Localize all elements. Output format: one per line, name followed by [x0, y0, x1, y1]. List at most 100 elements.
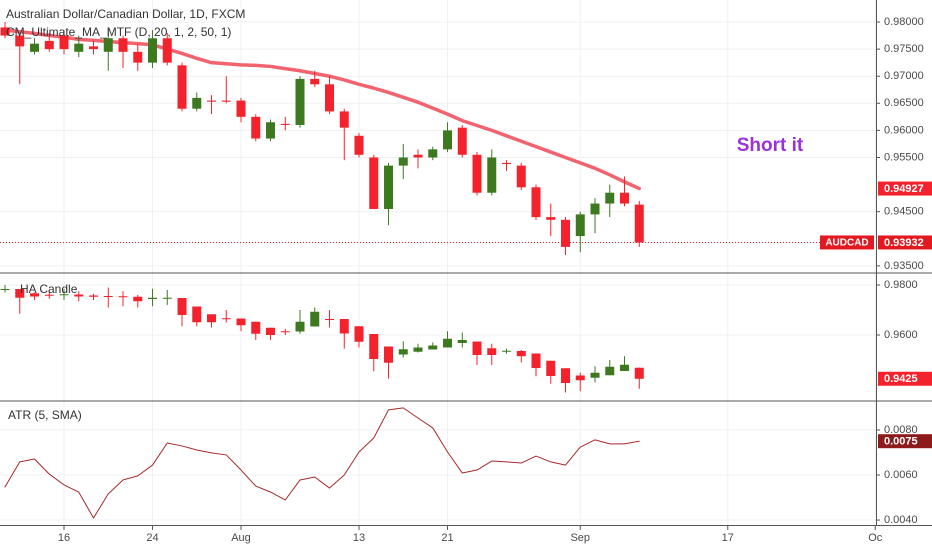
candle-body: [487, 348, 497, 355]
price-tag: [878, 181, 932, 196]
candle-body: [44, 294, 54, 296]
candle-body: [280, 331, 290, 333]
candle-body: [354, 135, 364, 155]
candle-body: [310, 311, 320, 327]
candle-body: [634, 367, 644, 379]
candle-body: [177, 65, 187, 109]
candle-body: [325, 84, 335, 112]
price-tag-label: 0.0075: [884, 436, 918, 448]
pane-title: HA Candle: [20, 282, 78, 296]
candle-body: [546, 217, 556, 220]
candle-body: [369, 334, 379, 359]
candle-body: [310, 78, 320, 85]
candle-body: [148, 38, 158, 63]
indicator-label: CM_Ultimate_MA_MTF (D, 20, 1, 2, 50, 1): [6, 25, 231, 39]
y-tick-label: 0.97500: [884, 43, 924, 55]
candle-body: [634, 204, 644, 243]
price-tag-label: 0.9425: [884, 373, 918, 385]
candle-body: [192, 97, 202, 109]
candle-body: [384, 346, 394, 363]
candle-body: [354, 326, 364, 342]
y-tick-label: 0.94500: [884, 206, 924, 218]
x-tick-label: 16: [58, 532, 70, 544]
candle-body: [251, 321, 261, 334]
candle-body: [266, 327, 276, 335]
candle-body: [15, 35, 25, 47]
y-tick-label: 0.0060: [884, 469, 918, 481]
annotation: Short it: [737, 135, 804, 156]
candle-body: [236, 318, 246, 326]
candle-body: [103, 296, 113, 297]
candle-body: [207, 100, 217, 102]
candle-body: [575, 214, 585, 237]
candle-body: [457, 127, 467, 155]
candle-body: [339, 319, 349, 334]
candle-body: [516, 165, 526, 188]
candle-body: [457, 340, 467, 343]
candle-body: [162, 38, 172, 63]
candle-body: [30, 43, 40, 52]
candle-body: [133, 296, 143, 302]
candle-body: [266, 122, 276, 139]
candle-body: [148, 297, 158, 299]
candle-body: [44, 40, 54, 50]
x-tick-label: Aug: [231, 532, 251, 544]
candle-body: [546, 360, 556, 376]
price-tag-label: 0.93932: [884, 237, 924, 249]
candle-body: [502, 162, 512, 164]
candle-body: [502, 350, 512, 352]
y-tick-label: 0.96000: [884, 124, 924, 136]
candle-body: [251, 116, 261, 139]
candle-body: [561, 368, 571, 383]
candle-body: [590, 203, 600, 215]
candle-body: [339, 111, 349, 128]
y-tick-label: 0.96500: [884, 97, 924, 109]
y-tick-label: 0.98000: [884, 16, 924, 28]
y-tick-label: 0.95500: [884, 151, 924, 163]
candle-body: [575, 375, 585, 381]
price-tag: [878, 434, 932, 449]
candle-body: [605, 192, 615, 204]
chart-title: Australian Dollar/Canadian Dollar, 1D, F…: [6, 7, 245, 21]
x-tick-label: Oc: [868, 532, 883, 544]
candle-body: [443, 338, 453, 348]
candle-body: [103, 38, 113, 52]
y-tick-label: 0.97000: [884, 70, 924, 82]
candle-body: [207, 314, 217, 323]
y-tick-label: 0.0080: [884, 424, 918, 436]
x-tick-label: 17: [722, 532, 734, 544]
y-tick-label: 0.9800: [884, 279, 918, 291]
candle-body: [74, 294, 84, 297]
y-tick-label: 0.0040: [884, 514, 918, 526]
candle-body: [221, 100, 231, 102]
candle-body: [59, 35, 69, 50]
x-tick-label: 13: [353, 532, 365, 544]
x-tick-label: Sep: [570, 532, 590, 544]
candle-body: [531, 353, 541, 368]
candle-body: [472, 154, 482, 193]
candle-body: [74, 43, 84, 52]
candle-body: [384, 165, 394, 209]
candle-body: [413, 154, 423, 158]
candle-body: [561, 219, 571, 247]
candle-body: [487, 157, 497, 193]
candle-body: [0, 289, 10, 290]
candle-body: [516, 351, 526, 357]
x-tick-label: 24: [146, 532, 158, 544]
candle-body: [295, 321, 305, 332]
candle-body: [221, 318, 231, 320]
price-tag: [878, 371, 932, 386]
candle-body: [398, 349, 408, 355]
price-tag: [878, 235, 932, 250]
candle-body: [30, 293, 40, 297]
candle-body: [118, 38, 128, 52]
candle-body: [369, 157, 379, 209]
candle-body: [89, 46, 99, 50]
candle-body: [428, 149, 438, 158]
symbol-tag: [820, 235, 874, 250]
y-tick-label: 0.93500: [884, 260, 924, 272]
candle-body: [280, 123, 290, 125]
symbol-tag-label: AUDCAD: [825, 238, 868, 249]
